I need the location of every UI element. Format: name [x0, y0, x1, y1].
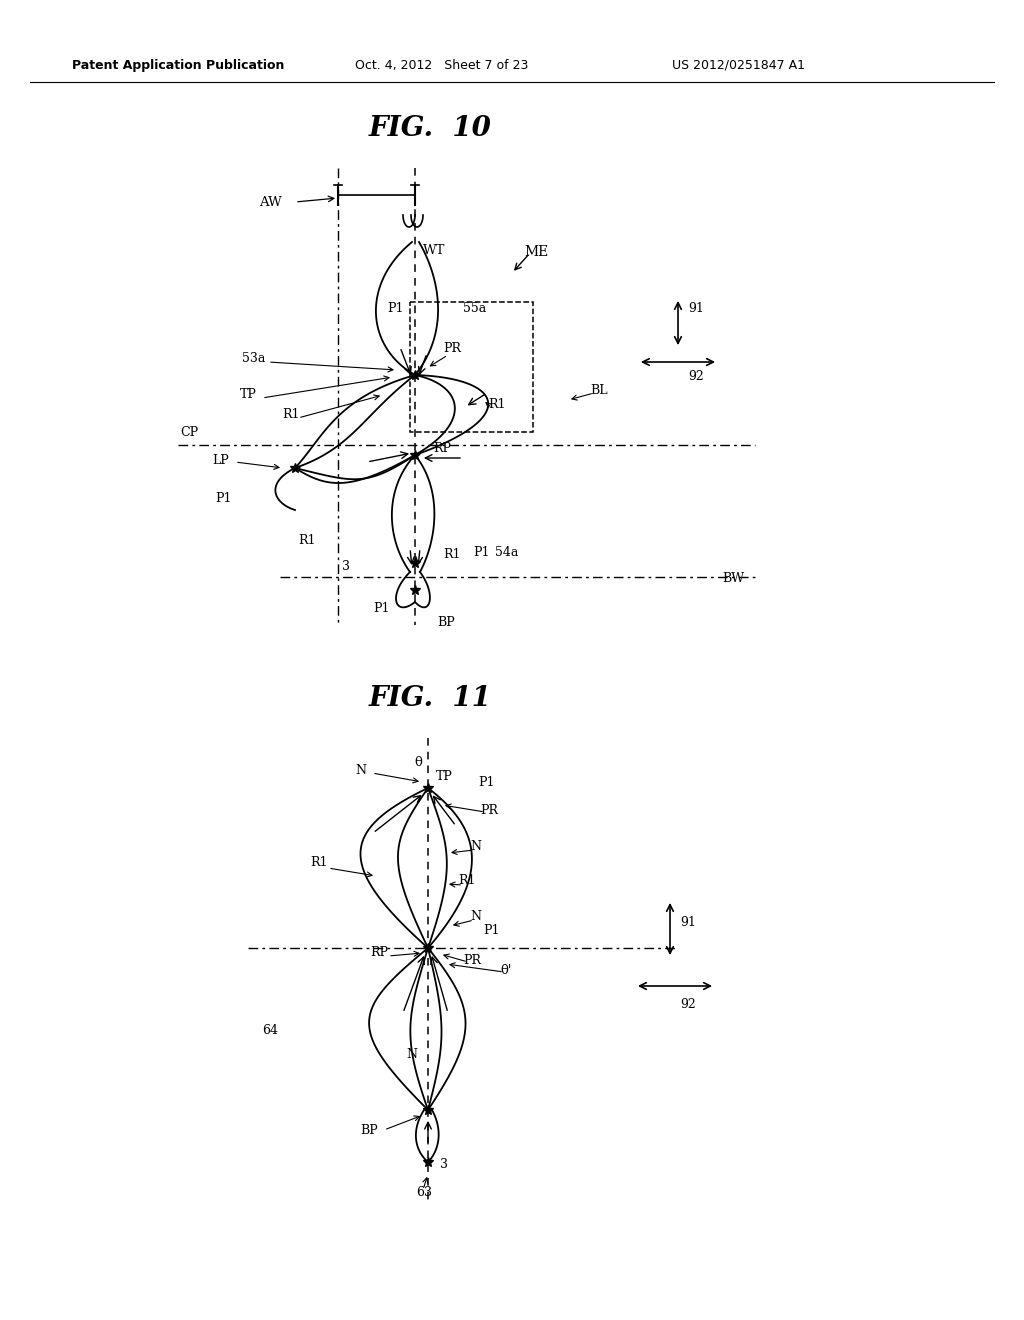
Text: P1: P1 [387, 301, 403, 314]
Text: RP: RP [433, 441, 451, 454]
Text: TP: TP [240, 388, 257, 401]
Text: BP: BP [360, 1123, 378, 1137]
Text: R1: R1 [282, 408, 299, 421]
Text: AW: AW [259, 195, 282, 209]
Text: LP: LP [212, 454, 228, 466]
Text: BW: BW [722, 572, 744, 585]
Text: 64: 64 [262, 1023, 278, 1036]
Text: 91: 91 [680, 916, 696, 929]
Text: Oct. 4, 2012   Sheet 7 of 23: Oct. 4, 2012 Sheet 7 of 23 [355, 58, 528, 71]
Text: R1: R1 [298, 533, 315, 546]
Text: 54a: 54a [495, 546, 518, 560]
Text: 53a: 53a [242, 351, 265, 364]
Text: R1: R1 [488, 399, 506, 412]
Text: 92: 92 [680, 998, 695, 1011]
Text: 3: 3 [342, 561, 350, 573]
Text: ME: ME [524, 246, 548, 259]
Text: PR: PR [480, 804, 498, 817]
Text: 55a: 55a [463, 301, 486, 314]
Text: N: N [406, 1048, 417, 1061]
Text: R1: R1 [310, 857, 328, 870]
Text: R1: R1 [443, 549, 461, 561]
Text: US 2012/0251847 A1: US 2012/0251847 A1 [672, 58, 805, 71]
Text: PR: PR [443, 342, 461, 355]
Text: TP: TP [436, 770, 453, 783]
Text: PR: PR [463, 953, 481, 966]
Text: 92: 92 [688, 371, 703, 384]
Bar [410, 302, 534, 432]
Text: R1: R1 [458, 874, 475, 887]
Text: 91: 91 [688, 301, 703, 314]
Text: θ': θ' [500, 964, 512, 977]
Text: N: N [470, 840, 481, 853]
Text: BP: BP [437, 615, 455, 628]
Text: 63: 63 [416, 1185, 432, 1199]
Text: Patent Application Publication: Patent Application Publication [72, 58, 285, 71]
Text: FIG.  10: FIG. 10 [369, 115, 492, 141]
Text: P1: P1 [483, 924, 500, 936]
Text: FIG.  11: FIG. 11 [369, 685, 492, 711]
Text: N: N [355, 763, 366, 776]
Text: θ: θ [414, 756, 422, 770]
Text: P1: P1 [215, 491, 231, 504]
Text: CP: CP [180, 425, 198, 438]
Text: BL: BL [590, 384, 607, 396]
Text: P1: P1 [373, 602, 389, 615]
Text: 3: 3 [440, 1158, 449, 1171]
Text: WT: WT [423, 243, 445, 256]
Text: N: N [470, 909, 481, 923]
Text: P1: P1 [473, 546, 489, 560]
Text: RP: RP [370, 946, 388, 960]
Text: P1: P1 [478, 776, 495, 789]
